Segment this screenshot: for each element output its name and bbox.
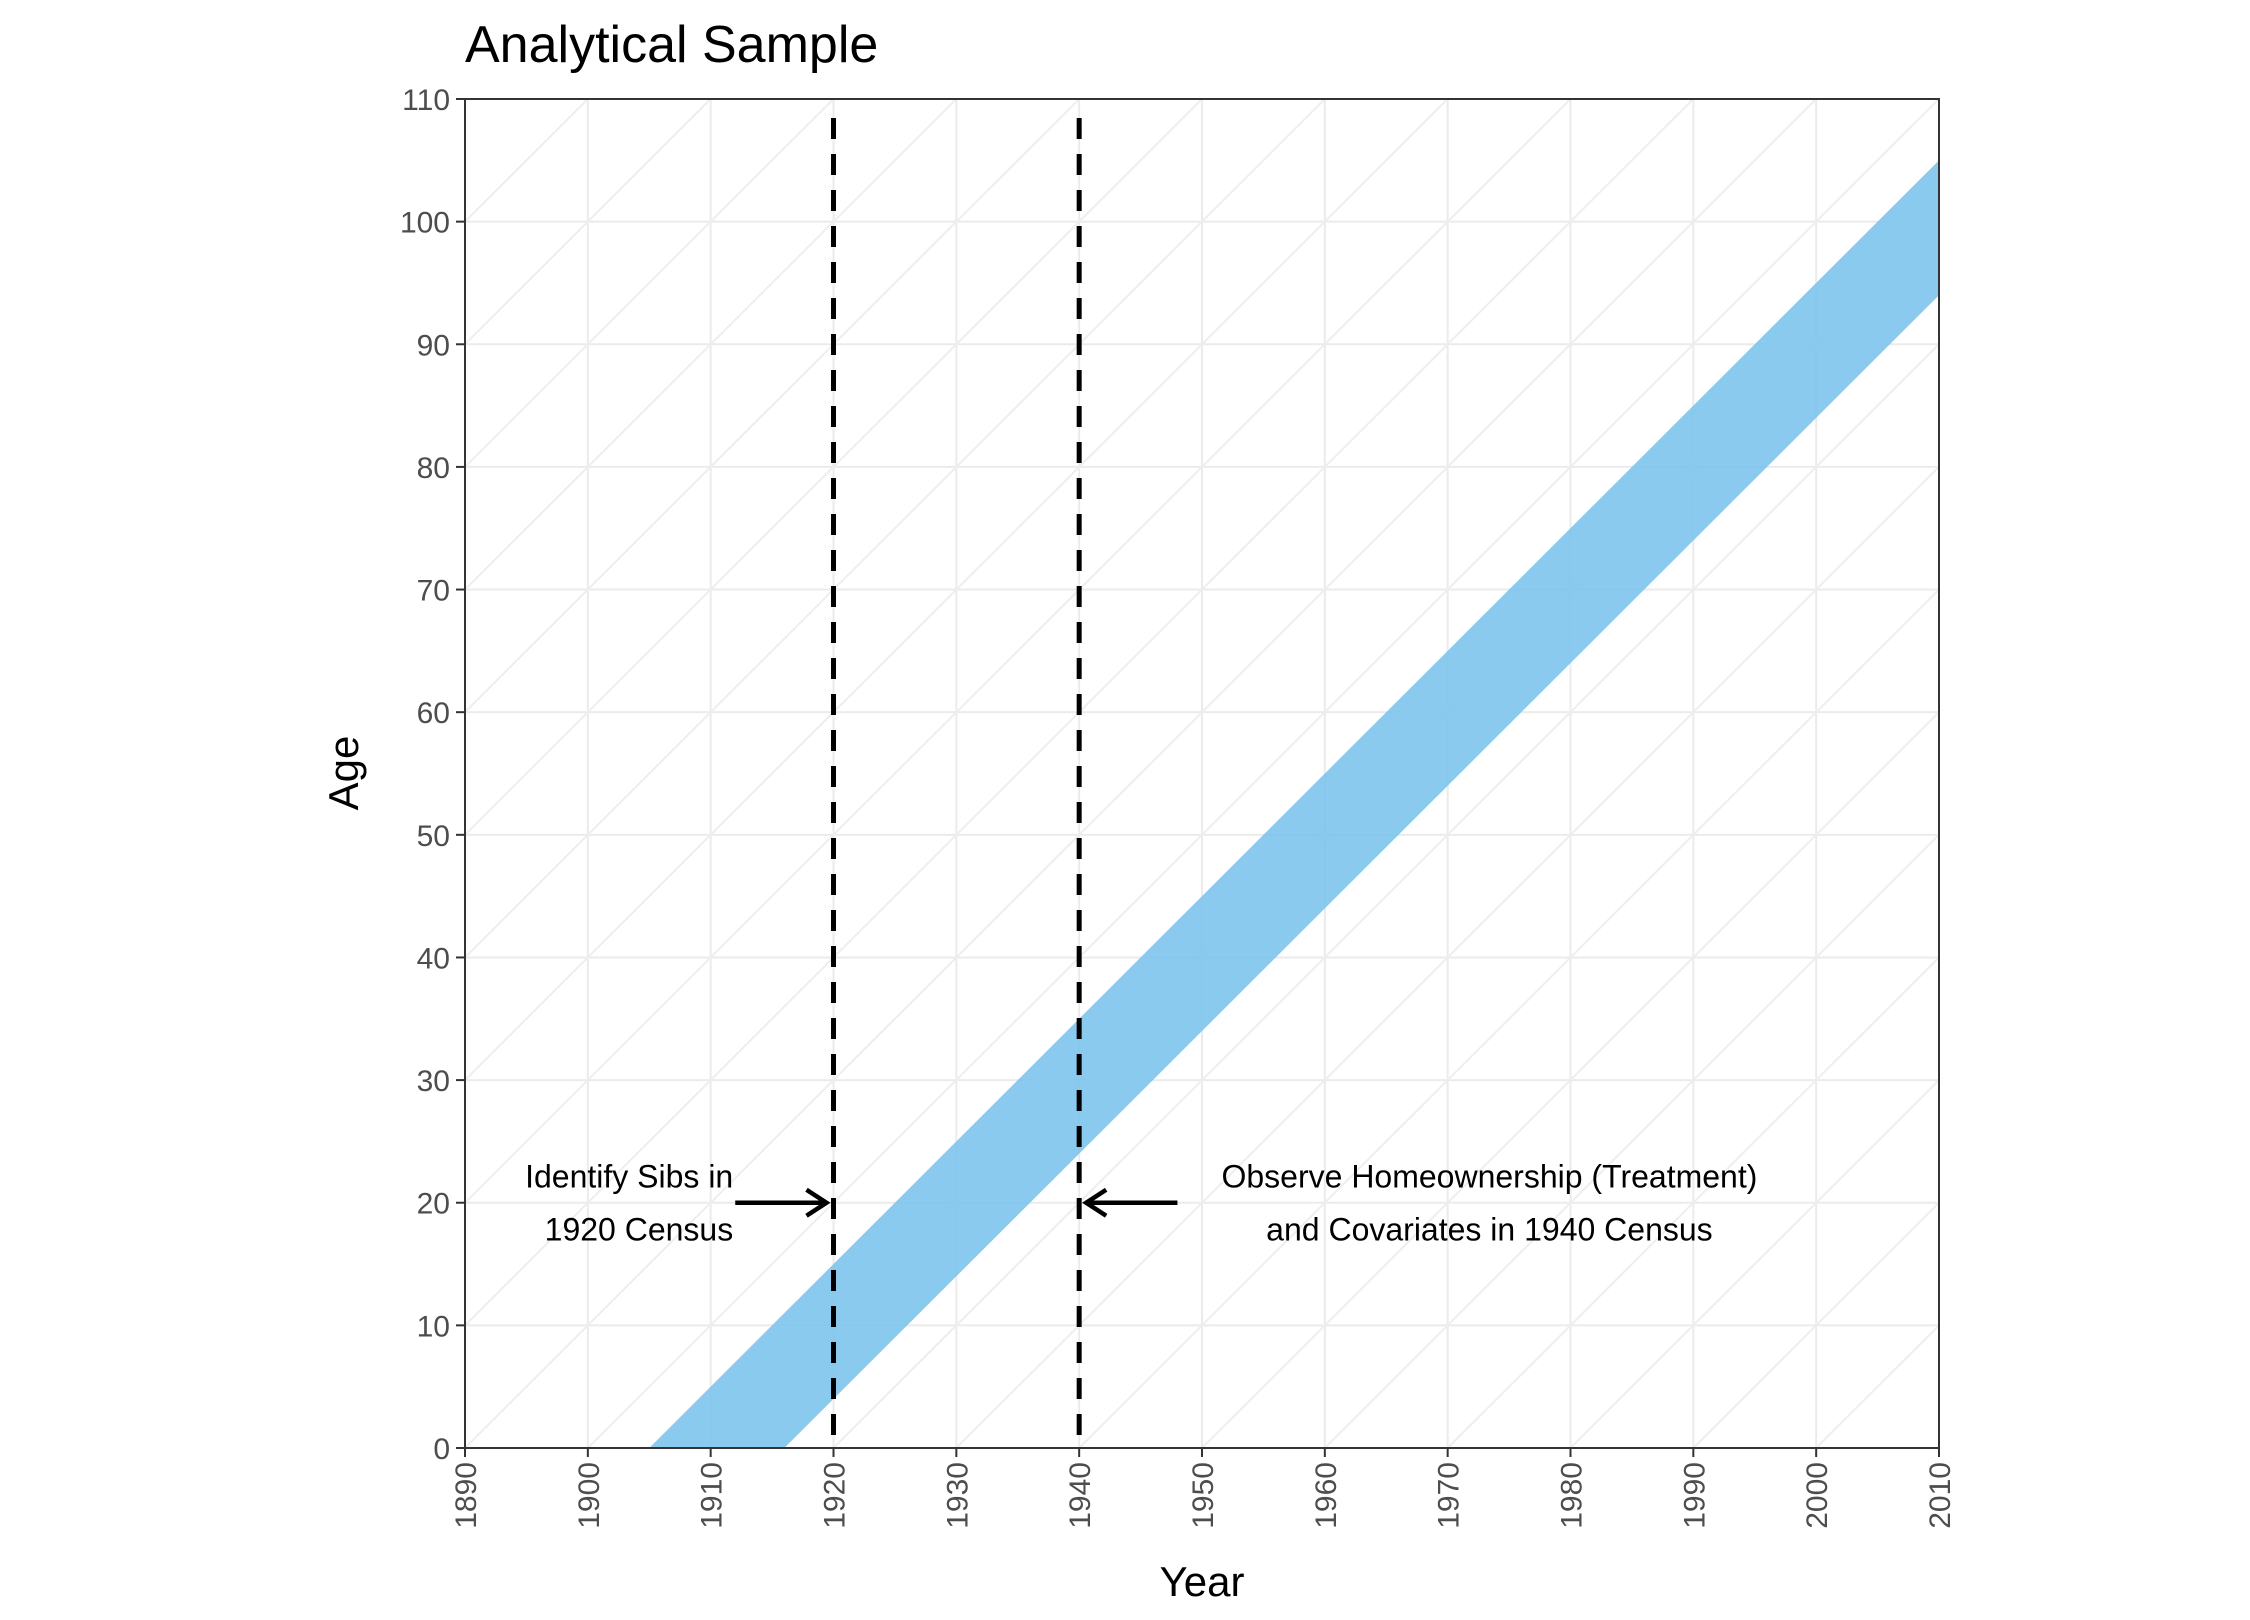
x-tick-label: 1980 [1556,1462,1589,1529]
y-tick-label: 50 [417,820,450,853]
chart-title: Analytical Sample [465,16,878,74]
x-tick-label: 2010 [1924,1462,1957,1529]
lexis-diagonal [465,99,1695,1327]
x-tick-label: 1930 [941,1462,974,1529]
lexis-diagonal [465,99,1081,714]
x-tick-label: 1970 [1433,1462,1466,1529]
lexis-diagonal [465,99,1204,837]
lexis-diagonal [1201,710,1939,1448]
annotation-arrow-head [805,1187,831,1218]
lexis-diagonal [465,99,713,346]
lexis-diagonal [465,99,1572,1205]
x-tick-label: 1940 [1064,1462,1097,1529]
x-tick-label: 1950 [1187,1462,1220,1529]
lexis-diagonal [465,99,1327,959]
y-tick-label: 20 [417,1188,450,1221]
lexis-diagonal [955,465,1939,1448]
axes: 0 10 20 30 40 50 60 70 80 90 100 110 1890 1900 1910 192… [400,84,1957,1529]
lexis-diagonal [465,99,958,591]
y-tick-label: 10 [417,1310,450,1343]
cohort-band-layer [649,160,1939,1448]
x-tick-label: 2000 [1801,1462,1834,1529]
cohort-band [649,160,1939,1448]
lexis-diagonal [1078,588,1939,1448]
lexis-diagonal [1446,956,1939,1448]
x-tick-label: 1960 [1310,1462,1343,1529]
lexis-diagonal [832,342,1939,1448]
annotations: Identify Sibs in 1920 Census Observe Homeo… [525,1159,1757,1248]
census-lines [831,118,1082,1448]
y-tick-label: 30 [417,1065,450,1098]
x-tick-label: 1890 [450,1462,483,1529]
y-tick-label: 110 [402,84,450,117]
y-tick-label: 70 [417,575,450,608]
x-tick-label: 1910 [696,1462,729,1529]
annotation-arrow-head [1082,1187,1108,1218]
annotation-text: 1920 Census [545,1212,734,1248]
y-tick-label: 60 [417,697,450,730]
lexis-diagonal [465,99,1818,1448]
y-tick-label: 100 [400,207,450,240]
x-tick-label: 1920 [819,1462,852,1529]
y-tick-label: 90 [417,329,450,362]
annotation-text: Observe Homeownership (Treatment) [1221,1159,1757,1195]
x-axis-title: Year [1160,1558,1245,1605]
annotation-text: Identify Sibs in [525,1159,733,1195]
lexis-diagonal [1324,833,1939,1448]
annotation-text: and Covariates in 1940 Census [1266,1212,1713,1248]
x-tick-label: 1990 [1678,1462,1711,1529]
y-axis-title: Age [320,736,367,811]
lexis-diagonal [465,99,835,469]
y-tick-label: 40 [417,942,450,975]
lexis-diagonal [465,99,1450,1082]
x-tick-label: 1900 [573,1462,606,1529]
lexis-diagonal [1938,1446,1939,1448]
lexis-diagonal [587,99,1939,1448]
y-tick-label: 80 [417,452,450,485]
lexis-diagonals [465,99,1939,1448]
y-tick-label: 0 [433,1433,450,1466]
